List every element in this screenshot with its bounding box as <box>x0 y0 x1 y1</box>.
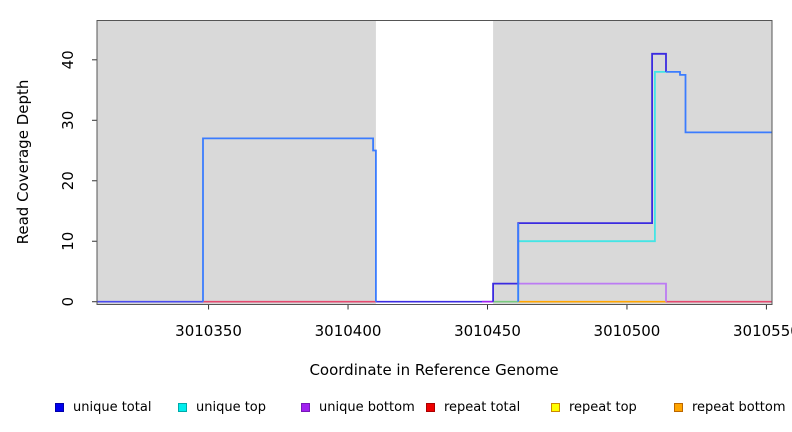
series-line-unique-total-dark <box>492 52 667 302</box>
x-tick-label: 3010350 <box>175 322 242 340</box>
y-tick-label: 0 <box>59 297 77 307</box>
series-line-unique-bottom-step <box>518 282 667 302</box>
y-tick-label: 10 <box>59 232 77 251</box>
y-tick-label: 40 <box>59 50 77 69</box>
y-axis-title: Read Coverage Depth <box>14 79 32 245</box>
y-tick-label: 30 <box>59 111 77 130</box>
series-line-unique-overlap-right <box>666 71 772 134</box>
x-axis-title: Coordinate in Reference Genome <box>309 361 559 379</box>
x-tick-label: 3010450 <box>454 322 521 340</box>
y-tick-label: 20 <box>59 171 77 190</box>
x-tick-label: 3010500 <box>594 322 661 340</box>
zero-coverage-band <box>375 20 494 305</box>
series-line-unique-overlap-27 <box>202 137 377 302</box>
x-tick-label: 3010400 <box>315 322 382 340</box>
plot-border <box>96 20 773 305</box>
